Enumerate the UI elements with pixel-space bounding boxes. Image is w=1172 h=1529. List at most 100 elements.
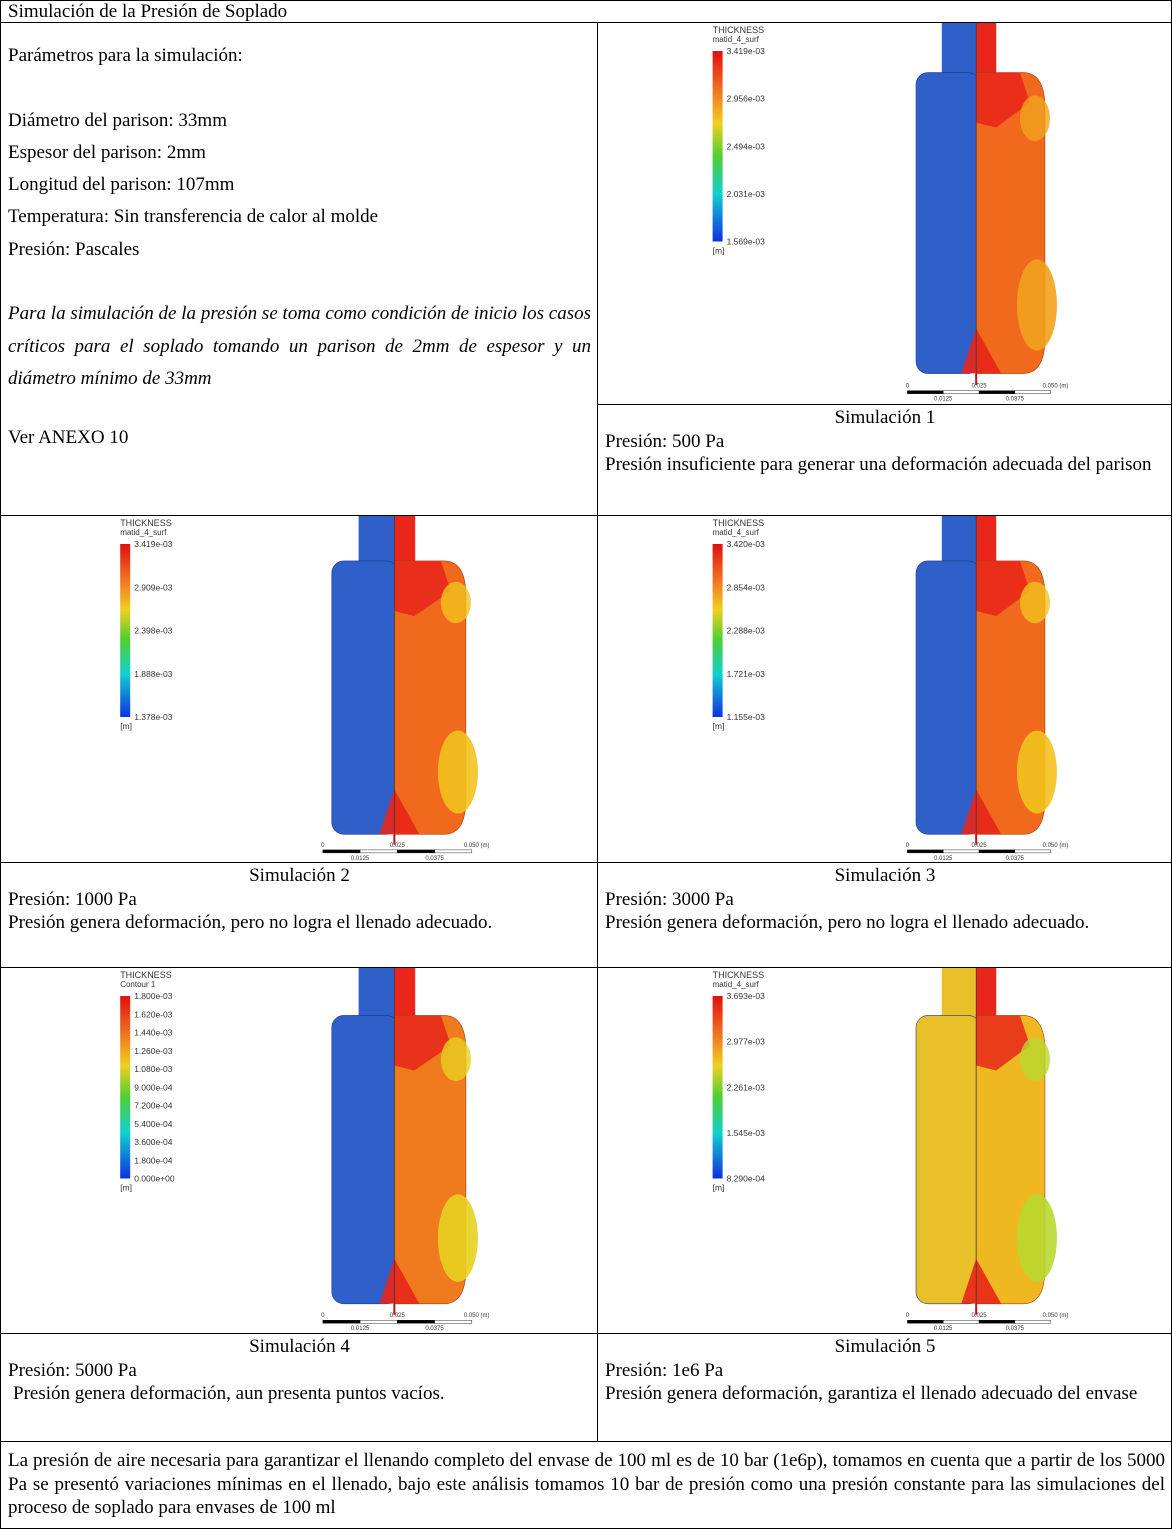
- caption-cell: Simulación 1 Presión: 500 Pa Presión ins…: [597, 404, 1172, 516]
- legend-title: THICKNESS: [713, 25, 765, 35]
- parameters-note: Para la simulación de la presión se toma…: [8, 298, 591, 395]
- legend-tick-label: 8.290e-04: [727, 1174, 766, 1184]
- neck-left: [359, 968, 395, 1020]
- caption-cell: Simulación 5 Presión: 1e6 Pa Presión gen…: [597, 1333, 1172, 1442]
- legend-subtitle: matid_4_surf: [120, 528, 167, 537]
- scale-segment: [360, 850, 397, 853]
- scale-segment: [979, 391, 1015, 394]
- neck-right: [394, 968, 415, 1020]
- scale-segment: [1015, 850, 1051, 853]
- body-left: [332, 1015, 399, 1303]
- parameter: Temperatura: Sin transferencia de calor …: [8, 201, 591, 233]
- scale-label: 0: [906, 1313, 910, 1319]
- legend-tick-label: 2.909e-03: [134, 582, 173, 592]
- scale-label: 0.0125: [351, 1326, 370, 1332]
- scale-segment: [907, 391, 943, 394]
- scale-label: 0.050 (m): [464, 1313, 490, 1319]
- image-cell: THICKNESSmatid_4_surf3.693e-032.977e-032…: [597, 967, 1172, 1334]
- parameter: Longitud del parison: 107mm: [8, 169, 591, 201]
- legend-tick-label: 3.600e-04: [134, 1137, 173, 1147]
- parameters-heading: Parámetros para la simulación:: [8, 40, 591, 72]
- scale-label: 0: [906, 843, 910, 849]
- legend-tick-label: 1.378e-03: [134, 712, 173, 722]
- neck-right: [976, 23, 996, 78]
- description: Presión insuficiente para generar una de…: [605, 453, 1165, 477]
- legend-tick-label: 5.400e-04: [134, 1119, 173, 1129]
- title-cell: Simulación de la Presión de Soplado: [0, 0, 1172, 23]
- neck-left: [942, 516, 976, 566]
- caption-cell: Simulación 4 Presión: 5000 Pa Presión ge…: [0, 1333, 598, 1442]
- pressure: Presión: 500 Pa: [605, 430, 1165, 454]
- legend-tick-label: 1.800e-03: [134, 991, 173, 1001]
- scale-label: 0.0125: [351, 856, 370, 862]
- neck-left: [359, 516, 395, 566]
- legend-unit: [m]: [713, 1183, 725, 1193]
- legend-tick-label: 1.260e-03: [134, 1046, 173, 1056]
- description: Presión genera deformación, pero no logr…: [8, 911, 591, 935]
- scale-segment: [979, 1320, 1015, 1323]
- legend-subtitle: matid_4_surf: [713, 980, 760, 989]
- scale-label: 0: [321, 843, 325, 849]
- legend-tick-label: 2.398e-03: [134, 626, 173, 636]
- legend-tick-label: 0.000e+00: [134, 1174, 175, 1184]
- caption: Simulación 3: [605, 864, 1165, 888]
- reference: Ver ANEXO 10: [8, 422, 128, 454]
- simulation-image: THICKNESSmatid_4_surf3.693e-032.977e-032…: [598, 968, 1171, 1333]
- legend-title: THICKNESS: [713, 518, 765, 528]
- legend-tick-label: 3.420e-03: [727, 539, 766, 549]
- legend-title: THICKNESS: [120, 970, 172, 980]
- scale-segment: [1015, 1320, 1051, 1323]
- caption: Simulación 1: [605, 406, 1165, 430]
- pressure: Presión: 5000 Pa: [8, 1359, 591, 1383]
- legend-tick-label: 9.000e-04: [134, 1082, 173, 1092]
- scale-label: 0.025: [390, 843, 406, 849]
- parameters-cell: Parámetros para la simulación: Diámetro …: [0, 22, 598, 516]
- patch: [1020, 1037, 1050, 1081]
- legend-title: THICKNESS: [120, 518, 172, 528]
- color-bar: [713, 544, 723, 717]
- description: Presión genera deformación, garantiza el…: [605, 1382, 1165, 1406]
- conclusion: La presión de aire necesaria para garant…: [8, 1449, 1165, 1520]
- pressure: Presión: 3000 Pa: [605, 888, 1165, 912]
- legend-tick-label: 3.419e-03: [727, 46, 766, 56]
- legend-tick-label: 1.545e-03: [727, 1128, 766, 1138]
- scale-label: 0.050 (m): [1043, 384, 1069, 390]
- simulation-image: THICKNESSmatid_4_surf 3.419e-03 2.956e-03 2…: [598, 23, 1171, 404]
- table-title: Simulación de la Presión de Soplado: [8, 1, 287, 22]
- legend-subtitle: matid_4_surf: [713, 35, 760, 44]
- scale-segment: [323, 850, 360, 853]
- caption-cell: Simulación 2 Presión: 1000 Pa Presión ge…: [0, 862, 598, 968]
- simulation-image: THICKNESSmatid_4_surf3.420e-032.854e-032…: [598, 516, 1171, 862]
- simulation-image: THICKNESSmatid_4_surf3.419e-032.909e-032…: [1, 516, 597, 862]
- patch: [438, 731, 478, 814]
- parameter: Diámetro del parison: 33mm: [8, 105, 591, 137]
- legend-unit: [m]: [120, 1183, 132, 1193]
- scale-label: 0.0125: [934, 856, 953, 862]
- neck-right: [976, 968, 996, 1020]
- scale-segment: [435, 850, 472, 853]
- legend-tick-label: 1.155e-03: [727, 712, 766, 722]
- legend-tick-label: 1.440e-03: [134, 1028, 173, 1038]
- pressure: Presión: 1e6 Pa: [605, 1359, 1165, 1383]
- image-cell: THICKNESSContour 11.800e-031.620e-031.44…: [0, 967, 598, 1334]
- scale-label: 0.0125: [934, 1326, 953, 1332]
- scale-segment: [907, 1320, 943, 1323]
- scale-label: 0: [906, 384, 910, 390]
- scale-label: 0.025: [390, 1313, 406, 1319]
- legend-tick-label: 2.854e-03: [727, 582, 766, 592]
- neck-left: [942, 968, 976, 1020]
- body-left: [332, 561, 399, 834]
- patch: [1020, 582, 1050, 624]
- scale-label: 0.050 (m): [464, 843, 490, 849]
- scale-label: 0.025: [972, 843, 988, 849]
- description: Presión genera deformación, aun presenta…: [8, 1382, 591, 1406]
- description: Presión genera deformación, pero no logr…: [605, 911, 1165, 935]
- scale-label: 0.0375: [1006, 1326, 1025, 1332]
- legend-tick-label: 2.956e-03: [727, 94, 766, 104]
- scale-segment: [979, 850, 1015, 853]
- legend-tick-label: 2.494e-03: [727, 141, 766, 151]
- patch: [441, 1037, 471, 1081]
- neck-right: [394, 516, 415, 566]
- page: { "title": "Simulación de la Presión de …: [0, 0, 1172, 1529]
